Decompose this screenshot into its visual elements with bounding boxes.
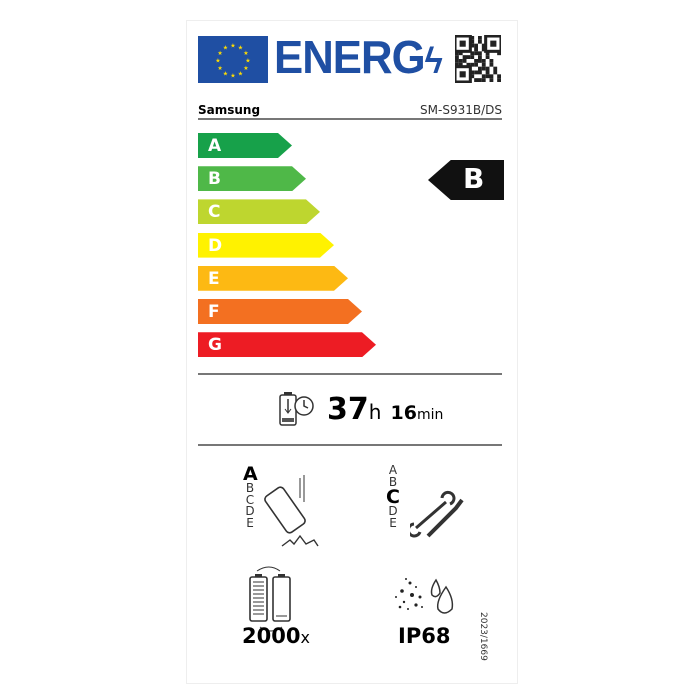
energy-label [186,20,518,684]
divider [198,373,502,375]
energy-class-bar-c: C [198,199,320,225]
regulation-number: 2023/1669 [478,612,488,661]
divider [198,118,502,120]
battery-endurance-icon [279,392,314,426]
energy-class-bar-d: D [198,232,334,258]
energy-class-label: A [208,136,222,156]
energy-class-bar-b: B [198,166,306,192]
svg-text:★: ★ [223,70,228,77]
energy-class-label: F [208,302,220,322]
class-letter: E [246,515,254,530]
class-letter: B [245,481,255,495]
class-letter: C [245,492,255,507]
energy-class-label: B [208,169,221,190]
energy-class-label: G [208,335,222,356]
battery-cycles-value: 2000x [242,624,310,648]
energy-logo: ENERGϟ [274,31,443,83]
model-number: SM-S931B/DS [420,103,502,117]
svg-text:★: ★ [230,43,235,50]
class-letter: A [388,463,398,477]
qr-code-icon [455,35,501,83]
eu-flag-icon: ★ ★ ★ ★ ★ ★ ★ ★ ★ ★ ★ ★ [198,36,268,83]
energy-class-bar-a: A [198,133,292,158]
dust-water-icon [395,578,454,614]
energy-class-label: D [208,235,223,256]
energy-class-label: C [208,202,221,223]
svg-text:★: ★ [230,73,235,80]
energy-class-label: E [208,268,220,289]
class-letter: D [388,504,398,518]
brand-name: Samsung [198,103,261,117]
svg-text:★: ★ [223,45,228,52]
drop-phone-icon [264,475,319,547]
class-letter: E [389,515,397,530]
ingress-protection-value: IP68 [398,624,451,648]
svg-text:★: ★ [217,65,222,72]
energy-class-bar-f: F [198,299,362,324]
svg-text:★: ★ [245,58,250,65]
energy-class-bar-g: G [198,332,376,358]
class-letter: B [388,474,398,489]
battery-cycles-icon [249,566,291,632]
class-letter: A [243,463,258,485]
class-letter: C [386,486,400,508]
svg-text:★: ★ [215,58,220,65]
energy-class-bar-e: E [198,265,348,291]
svg-text:★: ★ [238,45,243,52]
divider [198,444,502,446]
repair-tools-icon [410,490,464,538]
svg-text:★: ★ [243,65,248,72]
svg-text:★: ★ [238,70,243,77]
class-letter: D [245,504,255,518]
svg-text:★: ★ [243,50,248,57]
svg-text:★: ★ [217,50,222,57]
battery-endurance-value: 37h 16min [327,392,444,427]
